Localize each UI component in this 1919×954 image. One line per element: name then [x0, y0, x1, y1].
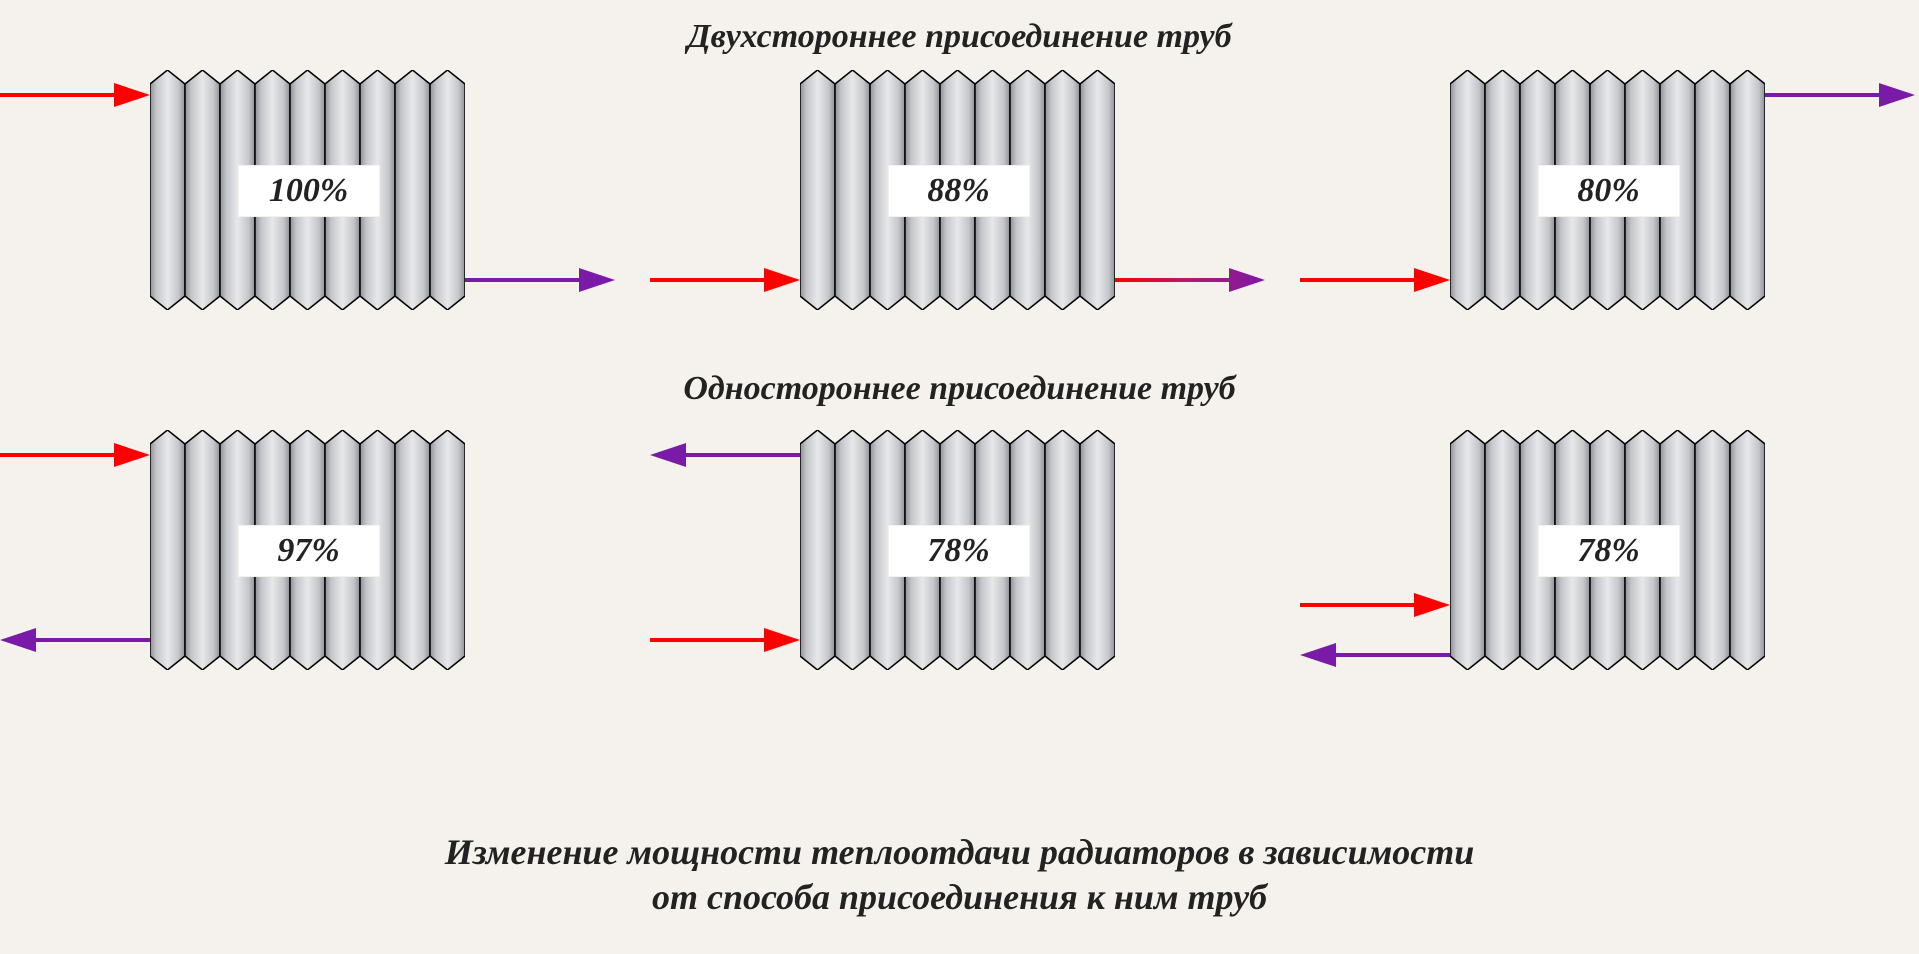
efficiency-label-r2: 88% — [888, 165, 1030, 217]
flow-arrow-r2-0 — [650, 268, 800, 292]
flow-arrow-r4-1 — [0, 628, 150, 652]
efficiency-label-r4: 97% — [238, 525, 380, 577]
page: { "meta":{ "width":1919,"height":954, "b… — [0, 0, 1919, 954]
efficiency-label-r6: 78% — [1538, 525, 1680, 577]
flow-arrow-r1-1 — [465, 268, 615, 292]
caption-line1: Изменение мощности теплоотдачи радиаторо… — [445, 832, 1475, 872]
caption: Изменение мощности теплоотдачи радиаторо… — [0, 830, 1919, 920]
efficiency-label-r3: 80% — [1538, 165, 1680, 217]
flow-arrow-r3-0 — [1300, 268, 1450, 292]
flow-arrow-r6-1 — [1300, 643, 1450, 667]
heading-one-sided: Одностороннее присоединение труб — [0, 370, 1919, 408]
flow-arrow-r3-1 — [1765, 83, 1915, 107]
flow-arrow-r2-1 — [1115, 268, 1265, 292]
flow-arrow-r5-0 — [650, 443, 800, 467]
flow-arrow-r1-0 — [0, 83, 150, 107]
efficiency-label-r1: 100% — [238, 165, 380, 217]
flow-arrow-r4-0 — [0, 443, 150, 467]
flow-arrow-r5-1 — [650, 628, 800, 652]
flow-arrow-r6-0 — [1300, 593, 1450, 617]
efficiency-label-r5: 78% — [888, 525, 1030, 577]
caption-line2: от способа присоединения к ним труб — [652, 877, 1267, 917]
heading-two-sided: Двухстороннее присоединение труб — [0, 18, 1919, 56]
